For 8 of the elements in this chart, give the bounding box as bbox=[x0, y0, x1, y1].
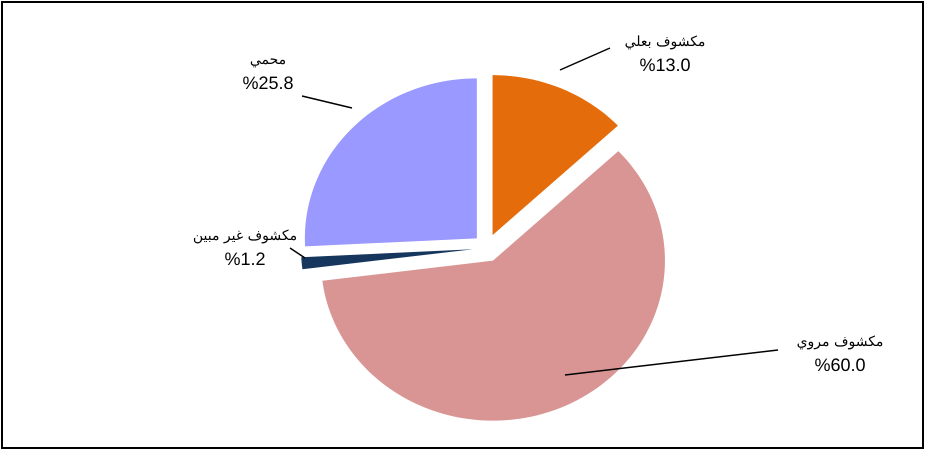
slice-label: محمي bbox=[250, 52, 286, 68]
slice-label: مكشوف بعلي bbox=[624, 34, 706, 50]
data-label: %25.8 bbox=[242, 73, 294, 93]
slice-label: مكشوف غير مبين bbox=[192, 228, 298, 244]
slice-label: مكشوف مروي bbox=[796, 334, 884, 350]
data-label: %1.2 bbox=[224, 249, 266, 269]
data-label: %60.0 bbox=[814, 355, 866, 375]
data-label: %13.0 bbox=[639, 55, 691, 75]
